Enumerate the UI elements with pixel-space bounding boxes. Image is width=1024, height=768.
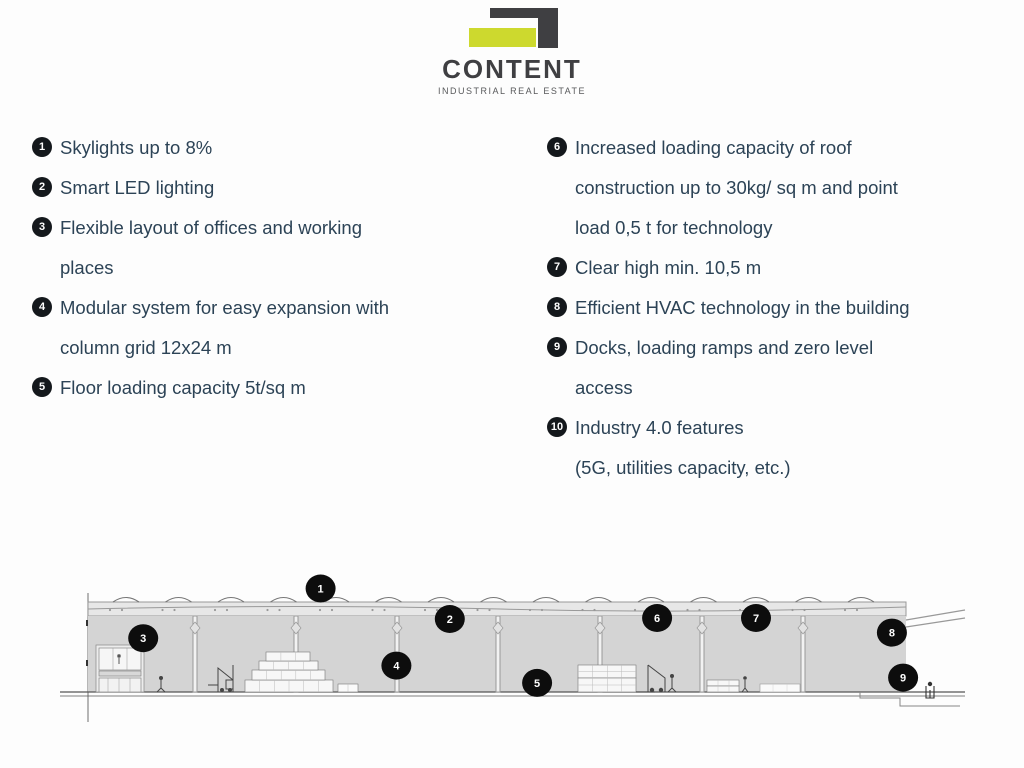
- svg-text:4: 4: [393, 661, 400, 673]
- svg-text:5: 5: [534, 678, 540, 690]
- svg-text:6: 6: [654, 613, 660, 625]
- svg-text:2: 2: [447, 614, 453, 626]
- svg-text:9: 9: [900, 673, 906, 685]
- svg-text:3: 3: [140, 633, 146, 645]
- svg-text:1: 1: [318, 584, 324, 596]
- svg-text:7: 7: [753, 613, 759, 625]
- svg-text:8: 8: [889, 628, 895, 640]
